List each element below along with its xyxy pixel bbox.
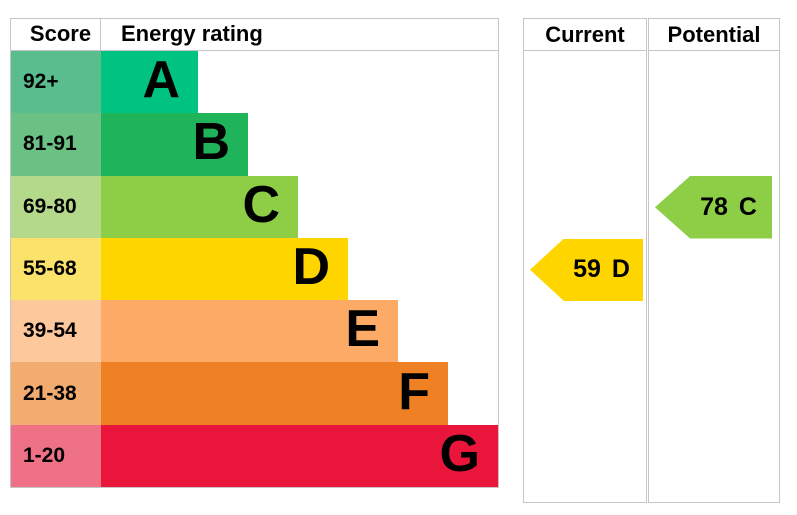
band-d-letter: D bbox=[292, 237, 330, 296]
current-column: Current 59 D bbox=[523, 18, 647, 503]
band-a-bar: A bbox=[101, 50, 198, 114]
band-a-letter: A bbox=[142, 51, 180, 110]
band-e-score-range: 39-54 bbox=[11, 300, 101, 363]
energy-rating-column-header: Energy rating bbox=[121, 21, 263, 47]
band-g-score-range: 1-20 bbox=[11, 424, 101, 487]
band-row-a: 92+ A bbox=[11, 50, 498, 114]
band-b-letter: B bbox=[192, 113, 230, 172]
table-header-row: Score Energy rating bbox=[11, 19, 498, 51]
potential-column: Potential 78 C bbox=[648, 18, 780, 503]
band-g-bar: G bbox=[101, 424, 498, 487]
energy-rating-table: Score Energy rating 92+ A 81-91 B 69-80 … bbox=[10, 18, 499, 488]
current-rating-arrow-icon: 59 D bbox=[530, 238, 643, 301]
band-row-f: 21-38 F bbox=[11, 362, 498, 425]
band-e-bar: E bbox=[101, 300, 398, 363]
band-row-c: 69-80 C bbox=[11, 175, 498, 238]
band-b-bar: B bbox=[101, 113, 248, 176]
band-row-e: 39-54 E bbox=[11, 300, 498, 363]
band-f-bar: F bbox=[101, 362, 448, 425]
band-c-letter: C bbox=[242, 175, 280, 234]
band-f-score-range: 21-38 bbox=[11, 362, 101, 425]
potential-rating-arrow-icon: 78 C bbox=[655, 176, 772, 239]
potential-rating-band: C bbox=[738, 192, 757, 221]
band-row-d: 55-68 D bbox=[11, 237, 498, 301]
band-row-g: 1-20 G bbox=[11, 424, 498, 487]
potential-rating-value: 78 bbox=[700, 192, 728, 221]
band-b-score-range: 81-91 bbox=[11, 113, 101, 176]
band-e-letter: E bbox=[345, 300, 380, 359]
current-rating-band: D bbox=[611, 255, 630, 284]
current-rating-value: 59 bbox=[573, 255, 601, 284]
band-d-score-range: 55-68 bbox=[11, 237, 101, 301]
band-g-letter: G bbox=[439, 424, 480, 483]
band-c-bar: C bbox=[101, 175, 298, 238]
potential-column-header: Potential bbox=[649, 19, 779, 51]
band-d-bar: D bbox=[101, 237, 348, 301]
band-c-score-range: 69-80 bbox=[11, 175, 101, 238]
band-f-letter: F bbox=[398, 362, 430, 421]
score-column-header: Score bbox=[11, 19, 101, 50]
band-row-b: 81-91 B bbox=[11, 113, 498, 176]
current-column-header: Current bbox=[524, 19, 646, 51]
band-a-score-range: 92+ bbox=[11, 50, 101, 114]
